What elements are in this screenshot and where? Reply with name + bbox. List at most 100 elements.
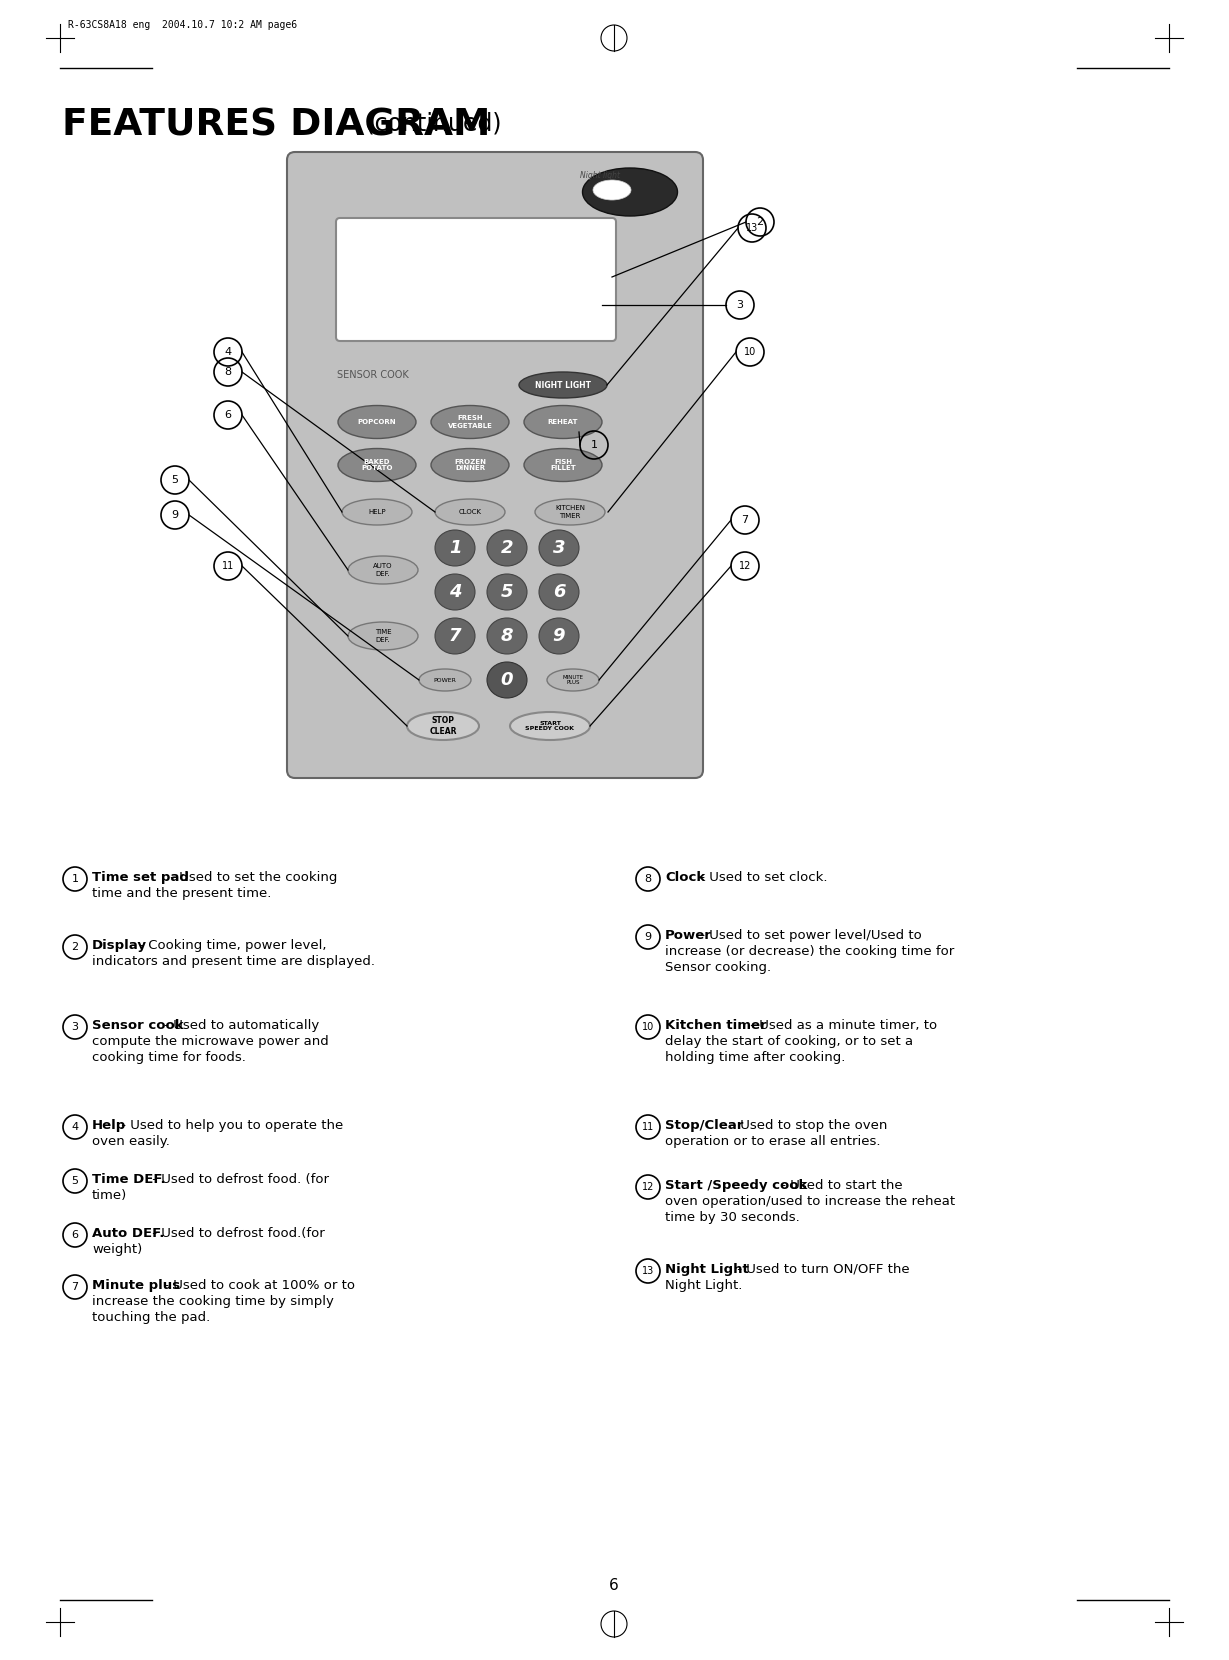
Ellipse shape bbox=[547, 669, 599, 691]
Text: oven easily.: oven easily. bbox=[92, 1135, 170, 1149]
Text: STOP
CLEAR: STOP CLEAR bbox=[429, 717, 457, 735]
Text: compute the microwave power and: compute the microwave power and bbox=[92, 1034, 328, 1047]
Text: 2: 2 bbox=[756, 217, 763, 227]
Text: 11: 11 bbox=[642, 1122, 654, 1132]
Ellipse shape bbox=[435, 618, 474, 654]
Text: 4: 4 bbox=[449, 583, 461, 601]
Ellipse shape bbox=[540, 574, 579, 609]
Ellipse shape bbox=[338, 405, 415, 438]
Text: 1: 1 bbox=[590, 440, 597, 450]
Text: - Used to automatically: - Used to automatically bbox=[160, 1019, 320, 1033]
Text: Help: Help bbox=[92, 1119, 127, 1132]
Text: Minute plus: Minute plus bbox=[92, 1278, 181, 1291]
Text: 13: 13 bbox=[746, 222, 758, 232]
Text: time and the present time.: time and the present time. bbox=[92, 886, 272, 900]
Text: Night light: Night light bbox=[580, 171, 619, 181]
Text: 10: 10 bbox=[642, 1023, 654, 1033]
Text: - Used to defrost food. (for: - Used to defrost food. (for bbox=[147, 1174, 329, 1185]
Text: CLOCK: CLOCK bbox=[458, 510, 482, 515]
Text: Time DEF.: Time DEF. bbox=[92, 1174, 166, 1185]
Ellipse shape bbox=[540, 530, 579, 566]
Text: 7: 7 bbox=[741, 515, 748, 525]
Text: 8: 8 bbox=[500, 627, 514, 646]
Text: 12: 12 bbox=[739, 561, 751, 571]
Text: 3: 3 bbox=[71, 1023, 79, 1033]
Ellipse shape bbox=[487, 662, 527, 697]
Text: 1: 1 bbox=[71, 875, 79, 885]
Text: START
SPEEDY COOK: START SPEEDY COOK bbox=[526, 720, 574, 732]
Text: R-63CS8A18 eng  2004.10.7 10:2 AM page6: R-63CS8A18 eng 2004.10.7 10:2 AM page6 bbox=[68, 20, 297, 30]
Text: 8: 8 bbox=[225, 367, 231, 377]
Text: 2: 2 bbox=[71, 941, 79, 951]
Text: touching the pad.: touching the pad. bbox=[92, 1311, 210, 1325]
Text: Time set pad: Time set pad bbox=[92, 872, 189, 885]
Text: 6: 6 bbox=[225, 410, 231, 420]
Ellipse shape bbox=[583, 168, 677, 216]
Text: FRESH
VEGETABLE: FRESH VEGETABLE bbox=[447, 415, 493, 428]
Ellipse shape bbox=[435, 500, 505, 525]
Text: NIGHT LIGHT: NIGHT LIGHT bbox=[535, 380, 591, 390]
Ellipse shape bbox=[435, 530, 474, 566]
Text: 9: 9 bbox=[644, 931, 651, 941]
Text: Night Light: Night Light bbox=[665, 1263, 748, 1277]
Ellipse shape bbox=[487, 574, 527, 609]
Text: Stop/Clear: Stop/Clear bbox=[665, 1119, 744, 1132]
Ellipse shape bbox=[510, 712, 590, 740]
FancyBboxPatch shape bbox=[336, 217, 616, 340]
Text: 2: 2 bbox=[500, 540, 514, 558]
Text: 5: 5 bbox=[172, 475, 178, 485]
Text: operation or to erase all entries.: operation or to erase all entries. bbox=[665, 1135, 880, 1149]
Text: 7: 7 bbox=[449, 627, 461, 646]
Ellipse shape bbox=[524, 405, 602, 438]
Text: Display: Display bbox=[92, 940, 147, 951]
Text: TIME
DEF.: TIME DEF. bbox=[375, 629, 391, 642]
Text: 3: 3 bbox=[553, 540, 565, 558]
Text: - Used to help you to operate the: - Used to help you to operate the bbox=[117, 1119, 343, 1132]
Text: FEATURES DIAGRAM: FEATURES DIAGRAM bbox=[61, 108, 490, 144]
Text: 1: 1 bbox=[449, 540, 461, 558]
Text: increase (or decrease) the cooking time for: increase (or decrease) the cooking time … bbox=[665, 945, 954, 958]
Text: Clock: Clock bbox=[665, 872, 705, 885]
Ellipse shape bbox=[535, 500, 605, 525]
Text: - Used to cook at 100% or to: - Used to cook at 100% or to bbox=[160, 1278, 355, 1291]
Ellipse shape bbox=[540, 618, 579, 654]
Text: MINUTE
PLUS: MINUTE PLUS bbox=[563, 674, 584, 686]
Text: 7: 7 bbox=[71, 1282, 79, 1291]
Text: 12: 12 bbox=[642, 1182, 654, 1192]
Text: Night Light.: Night Light. bbox=[665, 1278, 742, 1291]
Text: - Used to defrost food.(for: - Used to defrost food.(for bbox=[147, 1227, 324, 1240]
Text: - Used to stop the oven: - Used to stop the oven bbox=[728, 1119, 887, 1132]
Text: Auto DEF.: Auto DEF. bbox=[92, 1227, 165, 1240]
Text: weight): weight) bbox=[92, 1243, 143, 1257]
Text: Kitchen timer: Kitchen timer bbox=[665, 1019, 767, 1033]
Text: Start /Speedy cook: Start /Speedy cook bbox=[665, 1179, 807, 1192]
Ellipse shape bbox=[338, 448, 415, 481]
Text: 4: 4 bbox=[71, 1122, 79, 1132]
Text: oven operation/used to increase the reheat: oven operation/used to increase the rehe… bbox=[665, 1195, 955, 1208]
Ellipse shape bbox=[431, 405, 509, 438]
Text: - Used as a minute timer, to: - Used as a minute timer, to bbox=[746, 1019, 936, 1033]
Text: 6: 6 bbox=[71, 1230, 79, 1240]
Text: - Used to set power level/Used to: - Used to set power level/Used to bbox=[696, 930, 922, 941]
Ellipse shape bbox=[487, 618, 527, 654]
Text: time by 30 seconds.: time by 30 seconds. bbox=[665, 1212, 800, 1223]
Text: Sensor cook: Sensor cook bbox=[92, 1019, 183, 1033]
Text: 9: 9 bbox=[553, 627, 565, 646]
Text: 3: 3 bbox=[736, 300, 744, 310]
Text: 6: 6 bbox=[553, 583, 565, 601]
Text: Sensor cooking.: Sensor cooking. bbox=[665, 961, 771, 974]
Ellipse shape bbox=[348, 622, 418, 651]
Text: - Used to set clock.: - Used to set clock. bbox=[696, 872, 827, 885]
Ellipse shape bbox=[524, 448, 602, 481]
Text: AUTO
DEF.: AUTO DEF. bbox=[374, 563, 393, 576]
Text: cooking time for foods.: cooking time for foods. bbox=[92, 1051, 246, 1064]
Ellipse shape bbox=[519, 372, 607, 398]
Ellipse shape bbox=[435, 574, 474, 609]
Ellipse shape bbox=[348, 556, 418, 584]
Text: 6: 6 bbox=[610, 1579, 619, 1594]
Ellipse shape bbox=[342, 500, 412, 525]
Ellipse shape bbox=[594, 179, 630, 199]
Text: POWER: POWER bbox=[434, 677, 456, 682]
Text: POPCORN: POPCORN bbox=[358, 418, 396, 425]
Text: FROZEN
DINNER: FROZEN DINNER bbox=[454, 458, 485, 471]
